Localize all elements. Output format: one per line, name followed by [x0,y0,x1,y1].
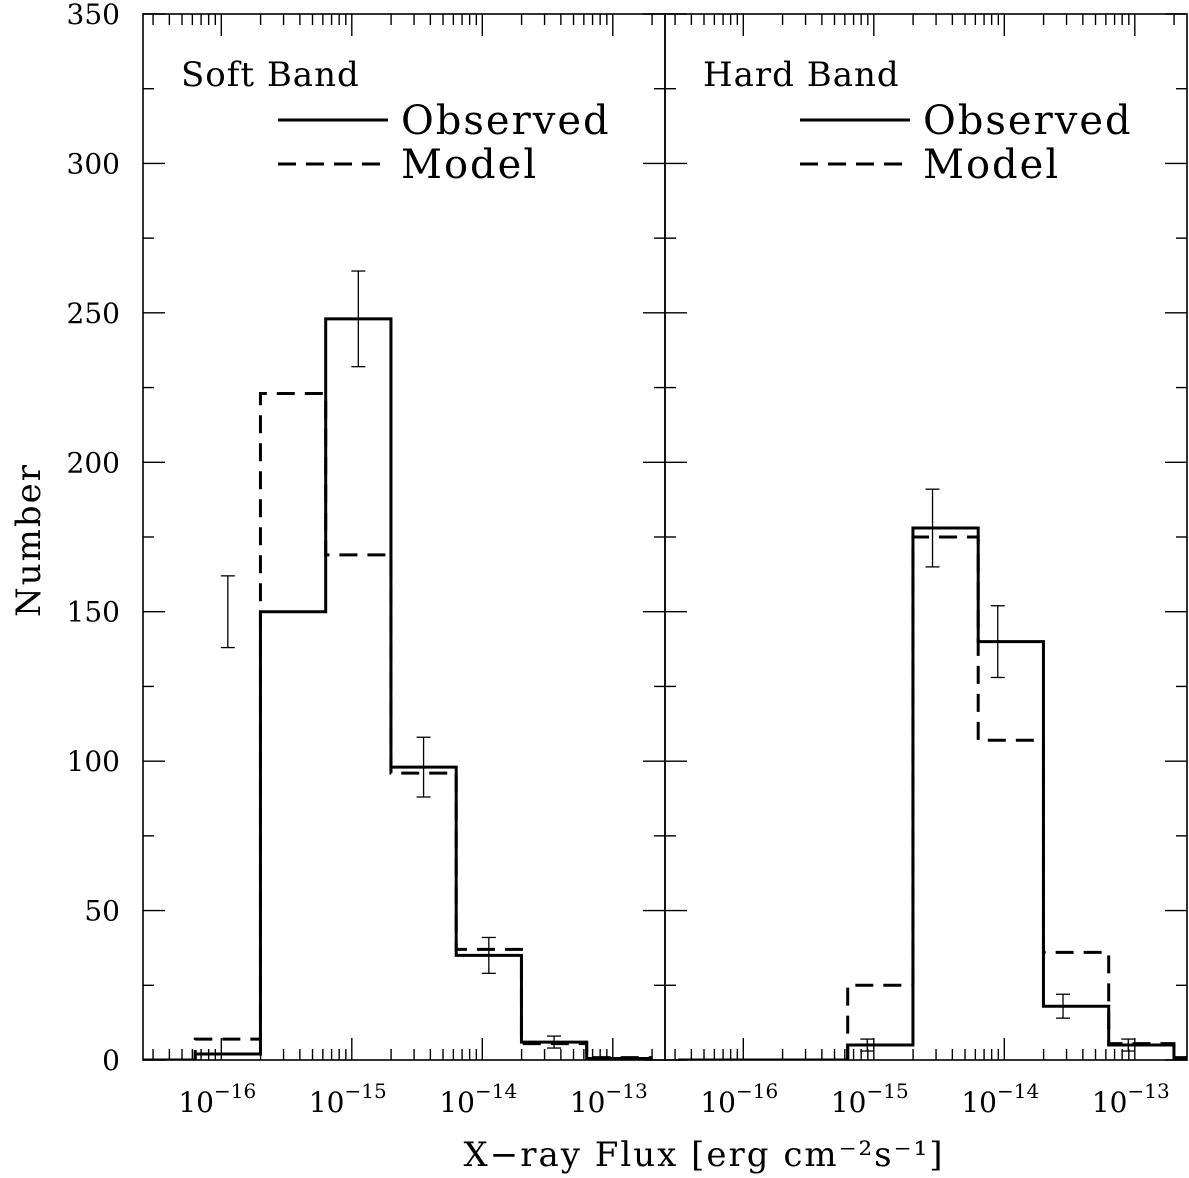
y-tick-label: 300 [67,147,120,180]
y-tick-label: 350 [67,0,120,31]
error-bar [416,736,431,798]
error-bar [860,1038,875,1052]
error-bar [481,936,496,974]
x-axis-title: X−ray Flux [erg cm⁻²s⁻¹] [464,1135,945,1175]
y-tick-label: 150 [67,596,120,629]
observed-histogram-soft [143,317,652,1060]
x-tick-label: 10−14 [961,1079,1039,1119]
x-tick-label: 10−16 [178,1079,256,1119]
legend-model-label: Model [923,142,1060,188]
model-histogram-hard [678,535,1187,1060]
error-bar [925,488,940,568]
error-bar [220,575,235,649]
x-tick-label: 10−15 [309,1079,387,1119]
error-bar [351,270,366,368]
legend-observed-label: Observed [923,98,1133,144]
x-tick-label: 10−15 [831,1079,909,1119]
x-tick-label: 10−13 [1092,1079,1170,1119]
y-tick-label: 0 [102,1044,120,1077]
y-tick-label: 50 [84,895,120,928]
error-bar [547,1035,562,1049]
error-bar [1056,993,1071,1019]
y-tick-label: 100 [67,745,120,778]
error-bar [1121,1038,1136,1052]
observed-histogram-hard [678,526,1187,1060]
y-tick-label: 250 [67,297,120,330]
x-tick-label: 10−14 [439,1079,517,1119]
x-tick-label: 10−16 [700,1079,778,1119]
y-tick-label: 200 [67,446,120,479]
panel-title-hard: Hard Band [703,55,900,95]
legend-observed-label: Observed [401,98,611,144]
error-bar [990,605,1005,679]
x-tick-label: 10−13 [570,1079,648,1119]
panel-title-soft: Soft Band [181,55,360,95]
legend-model-label: Model [401,142,538,188]
y-axis-title: Number [9,463,49,617]
